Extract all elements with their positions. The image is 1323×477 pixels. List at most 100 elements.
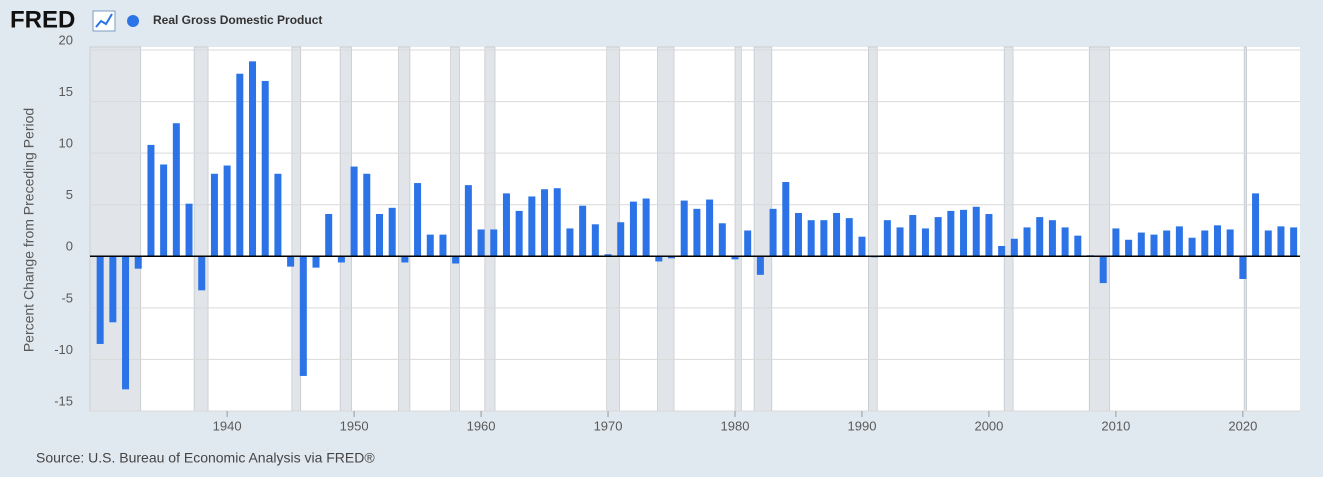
bar [96, 256, 104, 344]
bar [1290, 227, 1298, 257]
bar [1074, 235, 1082, 257]
bar [439, 234, 447, 257]
y-axis-title: Percent Change from Preceding Period [21, 108, 37, 352]
bar [629, 201, 637, 257]
bar [1137, 232, 1145, 257]
y-tick-label: 20 [59, 32, 73, 47]
bar [782, 182, 790, 257]
bar [198, 256, 206, 291]
bar [528, 196, 536, 257]
y-tick-label: 0 [66, 239, 73, 254]
bar [845, 218, 853, 257]
legend-swatch [127, 15, 139, 27]
bar [642, 198, 650, 257]
bar [388, 207, 396, 257]
bar [363, 173, 371, 257]
bar [464, 185, 472, 257]
bar [1048, 220, 1056, 257]
bar [401, 256, 409, 263]
bar [337, 256, 345, 263]
bar [1099, 256, 1107, 284]
legend-label: Real Gross Domestic Product [153, 13, 322, 27]
y-tick-label: -5 [61, 290, 73, 305]
bar [1252, 193, 1260, 257]
bar [490, 229, 498, 257]
x-tick-label: 2010 [1101, 418, 1130, 433]
bar [299, 256, 307, 376]
bar [185, 203, 193, 257]
x-tick-label: 1990 [848, 418, 877, 433]
x-tick-label: 1940 [213, 418, 242, 433]
bar [883, 220, 891, 257]
bar [375, 213, 383, 257]
bar [756, 256, 764, 275]
bar [122, 256, 130, 390]
x-tick-label: 1960 [467, 418, 496, 433]
bar [210, 173, 218, 257]
bar [731, 256, 739, 260]
bar [325, 213, 333, 257]
x-tick-label: 1970 [594, 418, 623, 433]
source: Source: U.S. Bureau of Economic Analysis… [36, 450, 375, 466]
bar [1036, 217, 1044, 257]
bar [1188, 237, 1196, 257]
bar [858, 236, 866, 257]
bar [934, 217, 942, 257]
bar [807, 220, 815, 257]
y-tick-label: 15 [59, 84, 73, 99]
bar [160, 164, 168, 257]
bar [147, 144, 155, 257]
bar [249, 61, 257, 257]
bar [261, 80, 269, 257]
bar [1201, 230, 1209, 257]
bar [566, 228, 574, 257]
y-tick-label: 5 [66, 187, 73, 202]
x-tick-label: 1950 [340, 418, 369, 433]
bar [502, 193, 510, 257]
bar [960, 209, 968, 257]
bar [426, 234, 434, 257]
bar [134, 256, 142, 269]
bar [541, 189, 549, 257]
bar [1226, 229, 1234, 257]
bar [794, 212, 802, 257]
bar [693, 208, 701, 257]
bar [1010, 238, 1018, 257]
bar [1150, 234, 1158, 257]
bar [591, 224, 599, 257]
bar [350, 166, 358, 257]
bar [998, 245, 1006, 257]
y-tick-label: -15 [54, 393, 73, 408]
bar [1125, 239, 1133, 257]
bar [477, 229, 485, 257]
bar [312, 256, 320, 268]
bar [1061, 227, 1069, 257]
bar [274, 173, 282, 257]
bar [680, 200, 688, 257]
bar [287, 256, 295, 267]
bar [706, 199, 714, 257]
bar [820, 220, 828, 257]
bar [553, 188, 561, 257]
bar [223, 165, 231, 257]
bar [1112, 228, 1120, 257]
bar [972, 206, 980, 257]
y-tick-label: -10 [54, 342, 73, 357]
y-tick-label: 10 [59, 136, 73, 151]
bar [1264, 230, 1272, 257]
bar [604, 254, 612, 257]
logo: FRED [10, 6, 75, 33]
x-tick-label: 2020 [1228, 418, 1257, 433]
bar [921, 228, 929, 257]
x-tick-label: 2000 [974, 418, 1003, 433]
bar [452, 256, 460, 264]
bar [947, 210, 955, 257]
bar [617, 222, 625, 257]
x-tick-label: 1980 [721, 418, 750, 433]
bar [909, 215, 917, 257]
bar [1163, 230, 1171, 257]
bar [655, 256, 663, 262]
bar [1175, 226, 1183, 257]
bar [896, 227, 904, 257]
bar [515, 210, 523, 257]
